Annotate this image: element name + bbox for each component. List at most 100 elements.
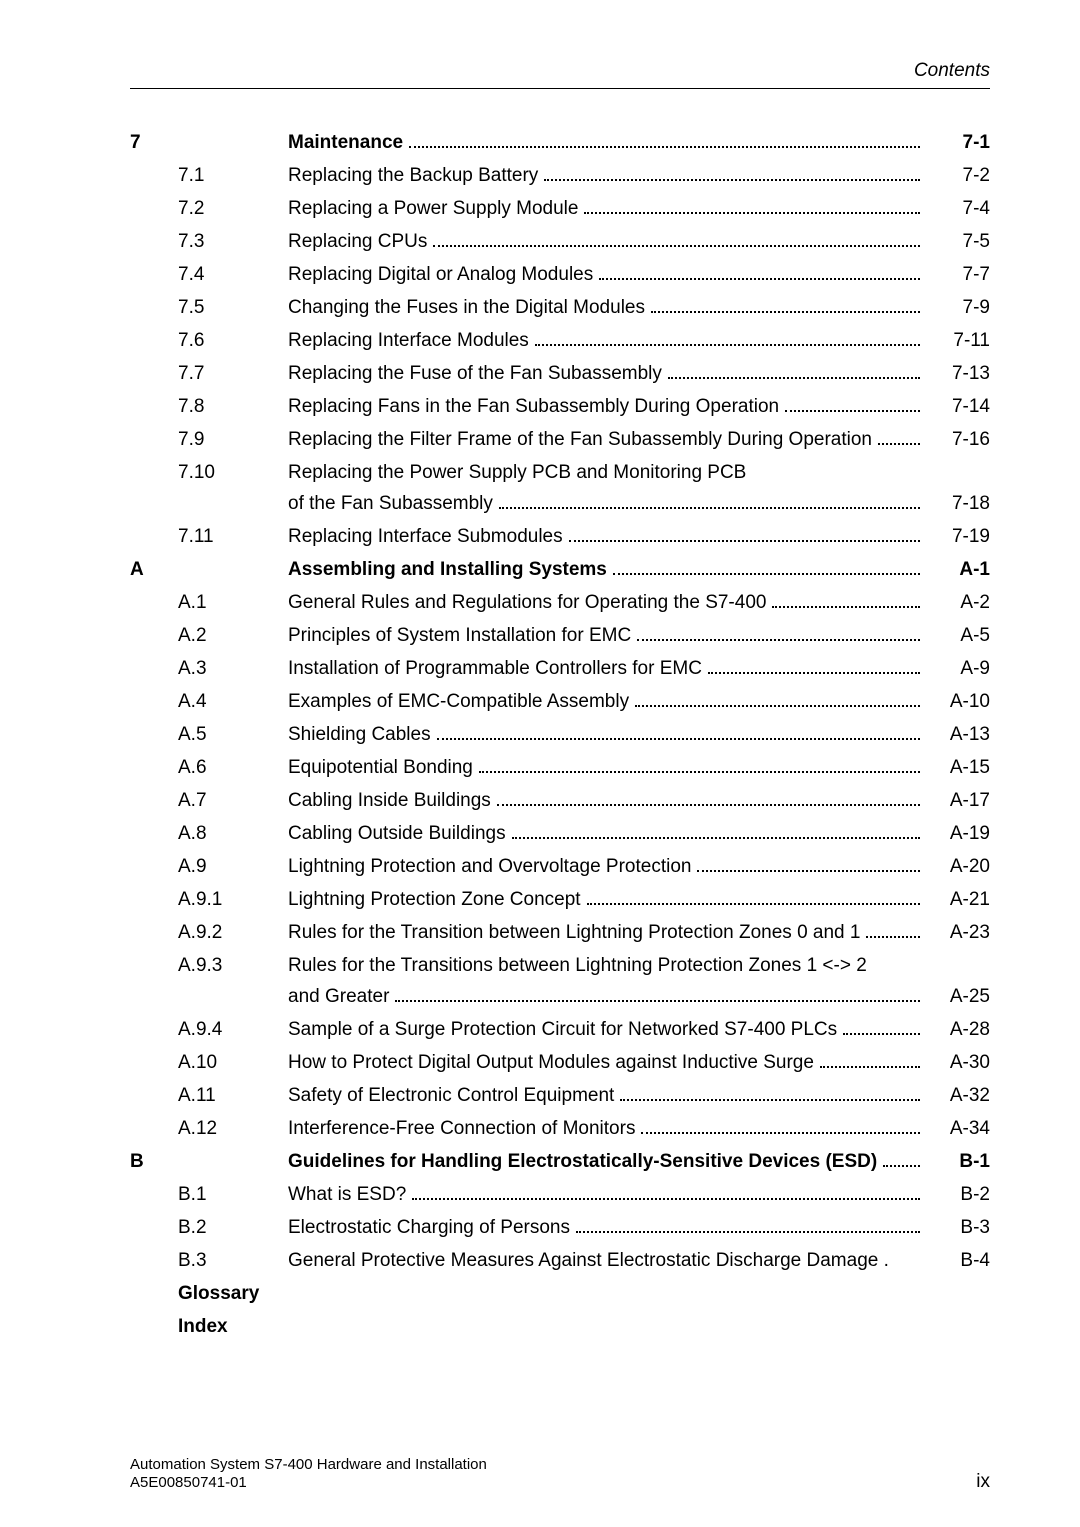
entry-title: Replacing Digital or Analog Modules [288, 265, 593, 284]
toc-row: A.5Shielding Cables A-13 [130, 725, 990, 744]
page-number: A-32 [926, 1086, 990, 1105]
toc-row: 7.7Replacing the Fuse of the Fan Subasse… [130, 364, 990, 383]
section-number: 7.7 [178, 364, 288, 383]
page-number: B-1 [926, 1152, 990, 1171]
title-col: Assembling and Installing Systems [288, 560, 926, 579]
section-number: 7.6 [178, 331, 288, 350]
page-number: A-17 [926, 791, 990, 810]
toc-row: A.7Cabling Inside BuildingsA-17 [130, 791, 990, 810]
section-number: A.4 [178, 692, 288, 711]
title-col: What is ESD? [288, 1185, 926, 1204]
page-number: 7-4 [926, 199, 990, 218]
toc-row: 7.3Replacing CPUs7-5 [130, 232, 990, 251]
section-number: A.6 [178, 758, 288, 777]
section-number: A.9.1 [178, 890, 288, 909]
toc-row: A.8Cabling Outside BuildingsA-19 [130, 824, 990, 843]
page-number: A-5 [926, 626, 990, 645]
leader-dots [866, 927, 920, 938]
section-number: B.2 [178, 1218, 288, 1237]
entry-title: Maintenance [288, 133, 403, 152]
page-number: A-1 [926, 560, 990, 579]
leader-dots [820, 1057, 920, 1068]
entry-title: General Protective Measures Against Elec… [288, 1251, 889, 1270]
toc-row: AAssembling and Installing SystemsA-1 [130, 560, 990, 579]
entry-title: Principles of System Installation for EM… [288, 626, 631, 645]
toc-row: B.3General Protective Measures Against E… [130, 1251, 990, 1270]
entry-title: Electrostatic Charging of Persons [288, 1218, 570, 1237]
toc-row: Glossary [130, 1284, 990, 1303]
title-col: Cabling Outside Buildings [288, 824, 926, 843]
page-number: 7-9 [926, 298, 990, 317]
page-number: B-3 [926, 1218, 990, 1237]
entry-title: What is ESD? [288, 1185, 406, 1204]
leader-dots [668, 368, 920, 379]
title-col: Electrostatic Charging of Persons [288, 1218, 926, 1237]
toc-row: 7.4Replacing Digital or Analog Modules7-… [130, 265, 990, 284]
leader-dots [576, 1222, 920, 1233]
section-number: 7.2 [178, 199, 288, 218]
title-col: Replacing Interface Modules [288, 331, 926, 350]
toc-row: 7.1Replacing the Backup Battery7-2 [130, 166, 990, 185]
toc-row: A.3Installation of Programmable Controll… [130, 659, 990, 678]
page-number: A-2 [926, 593, 990, 612]
section-number: A.3 [178, 659, 288, 678]
title-col: Shielding Cables [288, 725, 926, 744]
toc-row: Index [130, 1317, 990, 1336]
section-number: A.10 [178, 1053, 288, 1072]
page-number: 7-2 [926, 166, 990, 185]
entry-title: Replacing CPUs [288, 232, 427, 251]
leader-dots [635, 696, 920, 707]
title-col: Replacing Interface Submodules [288, 527, 926, 546]
title-col: Replacing Fans in the Fan Subassembly Du… [288, 397, 926, 416]
toc-row: A.12Interference-Free Connection of Moni… [130, 1119, 990, 1138]
page-number: 7-18 [926, 494, 990, 513]
section-number: A.9.4 [178, 1020, 288, 1039]
leader-dots [651, 302, 920, 313]
page-number: A-13 [926, 725, 990, 744]
page-number: 7-5 [926, 232, 990, 251]
title-col: General Rules and Regulations for Operat… [288, 593, 926, 612]
section-number: 7.9 [178, 430, 288, 449]
entry-title: Shielding Cables [288, 725, 431, 744]
page-number: A-10 [926, 692, 990, 711]
leader-dots [599, 269, 920, 280]
footer-pagenum: ix [976, 1471, 990, 1493]
toc-body: 7Maintenance7-17.1Replacing the Backup B… [130, 133, 990, 1336]
title-col: Sample of a Surge Protection Circuit for… [288, 1020, 926, 1039]
leader-dots [843, 1024, 920, 1035]
entry-title: Installation of Programmable Controllers… [288, 659, 702, 678]
title-col: Principles of System Installation for EM… [288, 626, 926, 645]
section-number: A.9.2 [178, 923, 288, 942]
toc-row: A.9.1Lightning Protection Zone ConceptA-… [130, 890, 990, 909]
title-col: Replacing the Backup Battery [288, 166, 926, 185]
page-number: A-9 [926, 659, 990, 678]
page-number: 7-11 [926, 331, 990, 350]
page-number: 7-19 [926, 527, 990, 546]
entry-title: Rules for the Transitions between Lightn… [288, 956, 867, 975]
section-number: A.8 [178, 824, 288, 843]
toc-row: 7.8Replacing Fans in the Fan Subassembly… [130, 397, 990, 416]
entry-title: Equipotential Bonding [288, 758, 473, 777]
toc-row: 7.9Replacing the Filter Frame of the Fan… [130, 430, 990, 449]
title-col: Safety of Electronic Control Equipment [288, 1086, 926, 1105]
page-number: A-30 [926, 1053, 990, 1072]
section-number: A.9.3 [178, 956, 288, 975]
page-number: 7-1 [926, 133, 990, 152]
leader-dots [479, 762, 920, 773]
section-number: 7.5 [178, 298, 288, 317]
section-number: A.5 [178, 725, 288, 744]
title-col: and Greater [288, 987, 926, 1006]
leader-dots [620, 1090, 920, 1101]
page-number: 7-16 [926, 430, 990, 449]
leader-dots [637, 630, 920, 641]
section-number: 7.11 [178, 527, 288, 546]
toc-row: A.9.2Rules for the Transition between Li… [130, 923, 990, 942]
title-col: Installation of Programmable Controllers… [288, 659, 926, 678]
section-number: 7.8 [178, 397, 288, 416]
entry-title: How to Protect Digital Output Modules ag… [288, 1053, 814, 1072]
entry-title: Replacing the Filter Frame of the Fan Su… [288, 430, 872, 449]
entry-title: Safety of Electronic Control Equipment [288, 1086, 614, 1105]
title-col: General Protective Measures Against Elec… [288, 1251, 926, 1270]
footer: Automation System S7-400 Hardware and In… [130, 1456, 990, 1494]
page-number: A-28 [926, 1020, 990, 1039]
